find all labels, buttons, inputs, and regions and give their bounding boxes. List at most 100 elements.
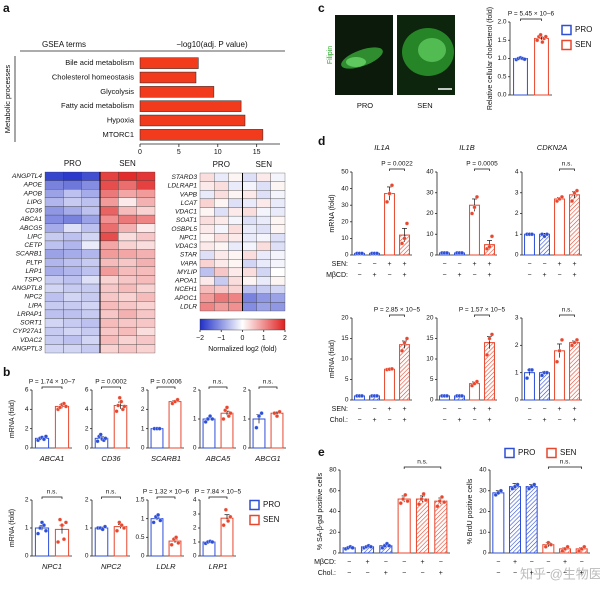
significance-label: n.s.: [106, 489, 117, 496]
data-point: [532, 482, 537, 487]
condition-sign: −: [457, 406, 461, 413]
y-tick-label: 4: [515, 169, 519, 176]
x-tick-label: 15: [253, 149, 261, 156]
heatmap-cell: [256, 207, 271, 217]
data-point: [522, 57, 527, 62]
heatmap-cell: [118, 344, 137, 354]
data-point: [55, 539, 61, 545]
heatmap-cell: [118, 197, 137, 207]
panel-label: a: [3, 1, 10, 15]
heatmap-cell: [214, 302, 229, 312]
condition-sign: −: [442, 261, 446, 268]
row-label: NPC1: [179, 234, 197, 241]
row-label: CD36: [25, 208, 42, 215]
heatmap-cell: [256, 241, 271, 251]
heatmap-cell: [63, 189, 82, 199]
heatmap-cell: [118, 326, 137, 336]
heatmap-cell: [199, 215, 215, 225]
condition-sign: +: [372, 272, 376, 279]
y-tick-label: 4: [193, 497, 197, 504]
data-point: [259, 411, 264, 416]
condition-sign: +: [402, 406, 406, 413]
data-point: [274, 414, 280, 419]
image-label: Filipin: [327, 46, 334, 64]
heatmap-cell: [228, 241, 243, 251]
heatmap-cell: [81, 335, 101, 345]
heatmap-cell: [242, 284, 257, 294]
condition-label: Chol.:: [330, 417, 348, 424]
y-tick-label: 0: [333, 550, 337, 557]
data-point: [359, 393, 365, 398]
heatmap-cell: [199, 224, 215, 234]
data-point: [277, 409, 282, 414]
condition-label: SEN:: [332, 261, 348, 268]
heatmap-cell: [214, 276, 229, 286]
y-axis-label: mRNA (fold): [329, 340, 336, 378]
heatmap-cell: [136, 309, 156, 319]
data-point: [405, 499, 410, 504]
heatmap-cell: [118, 206, 137, 216]
data-point: [487, 244, 492, 249]
data-point: [35, 531, 41, 536]
significance-bracket: [258, 386, 278, 389]
data-point: [535, 38, 540, 43]
heatmap-cell: [136, 301, 156, 311]
row-label: APOB: [23, 190, 43, 197]
condition-sign: +: [402, 261, 406, 268]
y-axis-label: mRNA (fold): [9, 509, 16, 547]
condition-sign: −: [527, 272, 531, 279]
heatmap-cell: [44, 301, 64, 311]
significance-label: P = 1.57 × 10−5: [459, 307, 506, 314]
data-point: [442, 500, 447, 505]
heatmap-cell: [44, 283, 64, 293]
significance-label: P = 0.0002: [95, 379, 127, 386]
legend-label: SEN: [263, 515, 280, 524]
data-point: [384, 199, 390, 204]
data-point: [226, 518, 231, 524]
data-point: [402, 340, 407, 345]
heatmap-cell: [136, 232, 156, 242]
heatmap-cell: [136, 223, 156, 233]
condition-sign: −: [496, 570, 500, 577]
y-tick-label: 4: [25, 406, 29, 413]
heatmap-cell: [118, 283, 137, 293]
condition-sign: +: [542, 272, 546, 279]
heatmap-cell: [44, 240, 64, 250]
heatmap-cell: [242, 293, 257, 303]
row-label: VDAC3: [175, 243, 197, 250]
row-label: LCAT: [181, 200, 198, 207]
heatmap-cell: [99, 344, 119, 354]
y-axis-label: mRNA (fold): [329, 194, 336, 232]
data-point: [174, 535, 179, 540]
data-point: [256, 414, 262, 419]
data-point: [63, 520, 69, 525]
heatmap-cell: [81, 292, 101, 302]
y-tick-label: 40: [426, 169, 434, 176]
y-tick-label: 5: [345, 376, 349, 383]
heatmap-cell: [118, 189, 137, 199]
row-label: APOC1: [174, 295, 198, 302]
heatmap-cell: [242, 267, 257, 277]
heatmap-cell: [99, 326, 119, 336]
significance-label: n.s.: [263, 379, 274, 386]
y-tick-label: 1: [193, 539, 197, 546]
heatmap-cell: [99, 318, 119, 328]
data-point: [119, 399, 124, 404]
significance-label: n.s.: [560, 459, 571, 466]
heatmap-cell: [44, 309, 64, 319]
heatmap-cell: [256, 259, 271, 269]
significance-label: P = 0.0022: [381, 161, 413, 168]
data-point: [554, 359, 560, 364]
data-point: [489, 234, 495, 239]
y-tick-label: 2: [515, 210, 519, 217]
data-point: [387, 543, 392, 548]
condition-label: MβCD:: [326, 272, 348, 279]
y-tick-label: 30: [479, 487, 487, 494]
data-point: [421, 491, 426, 496]
bar: [484, 342, 495, 401]
heatmap-cell: [63, 318, 82, 328]
bar: [399, 344, 410, 401]
heatmap-cell: [44, 189, 64, 199]
image-caption: SEN: [417, 101, 432, 110]
heatmap-cell: [44, 171, 64, 181]
